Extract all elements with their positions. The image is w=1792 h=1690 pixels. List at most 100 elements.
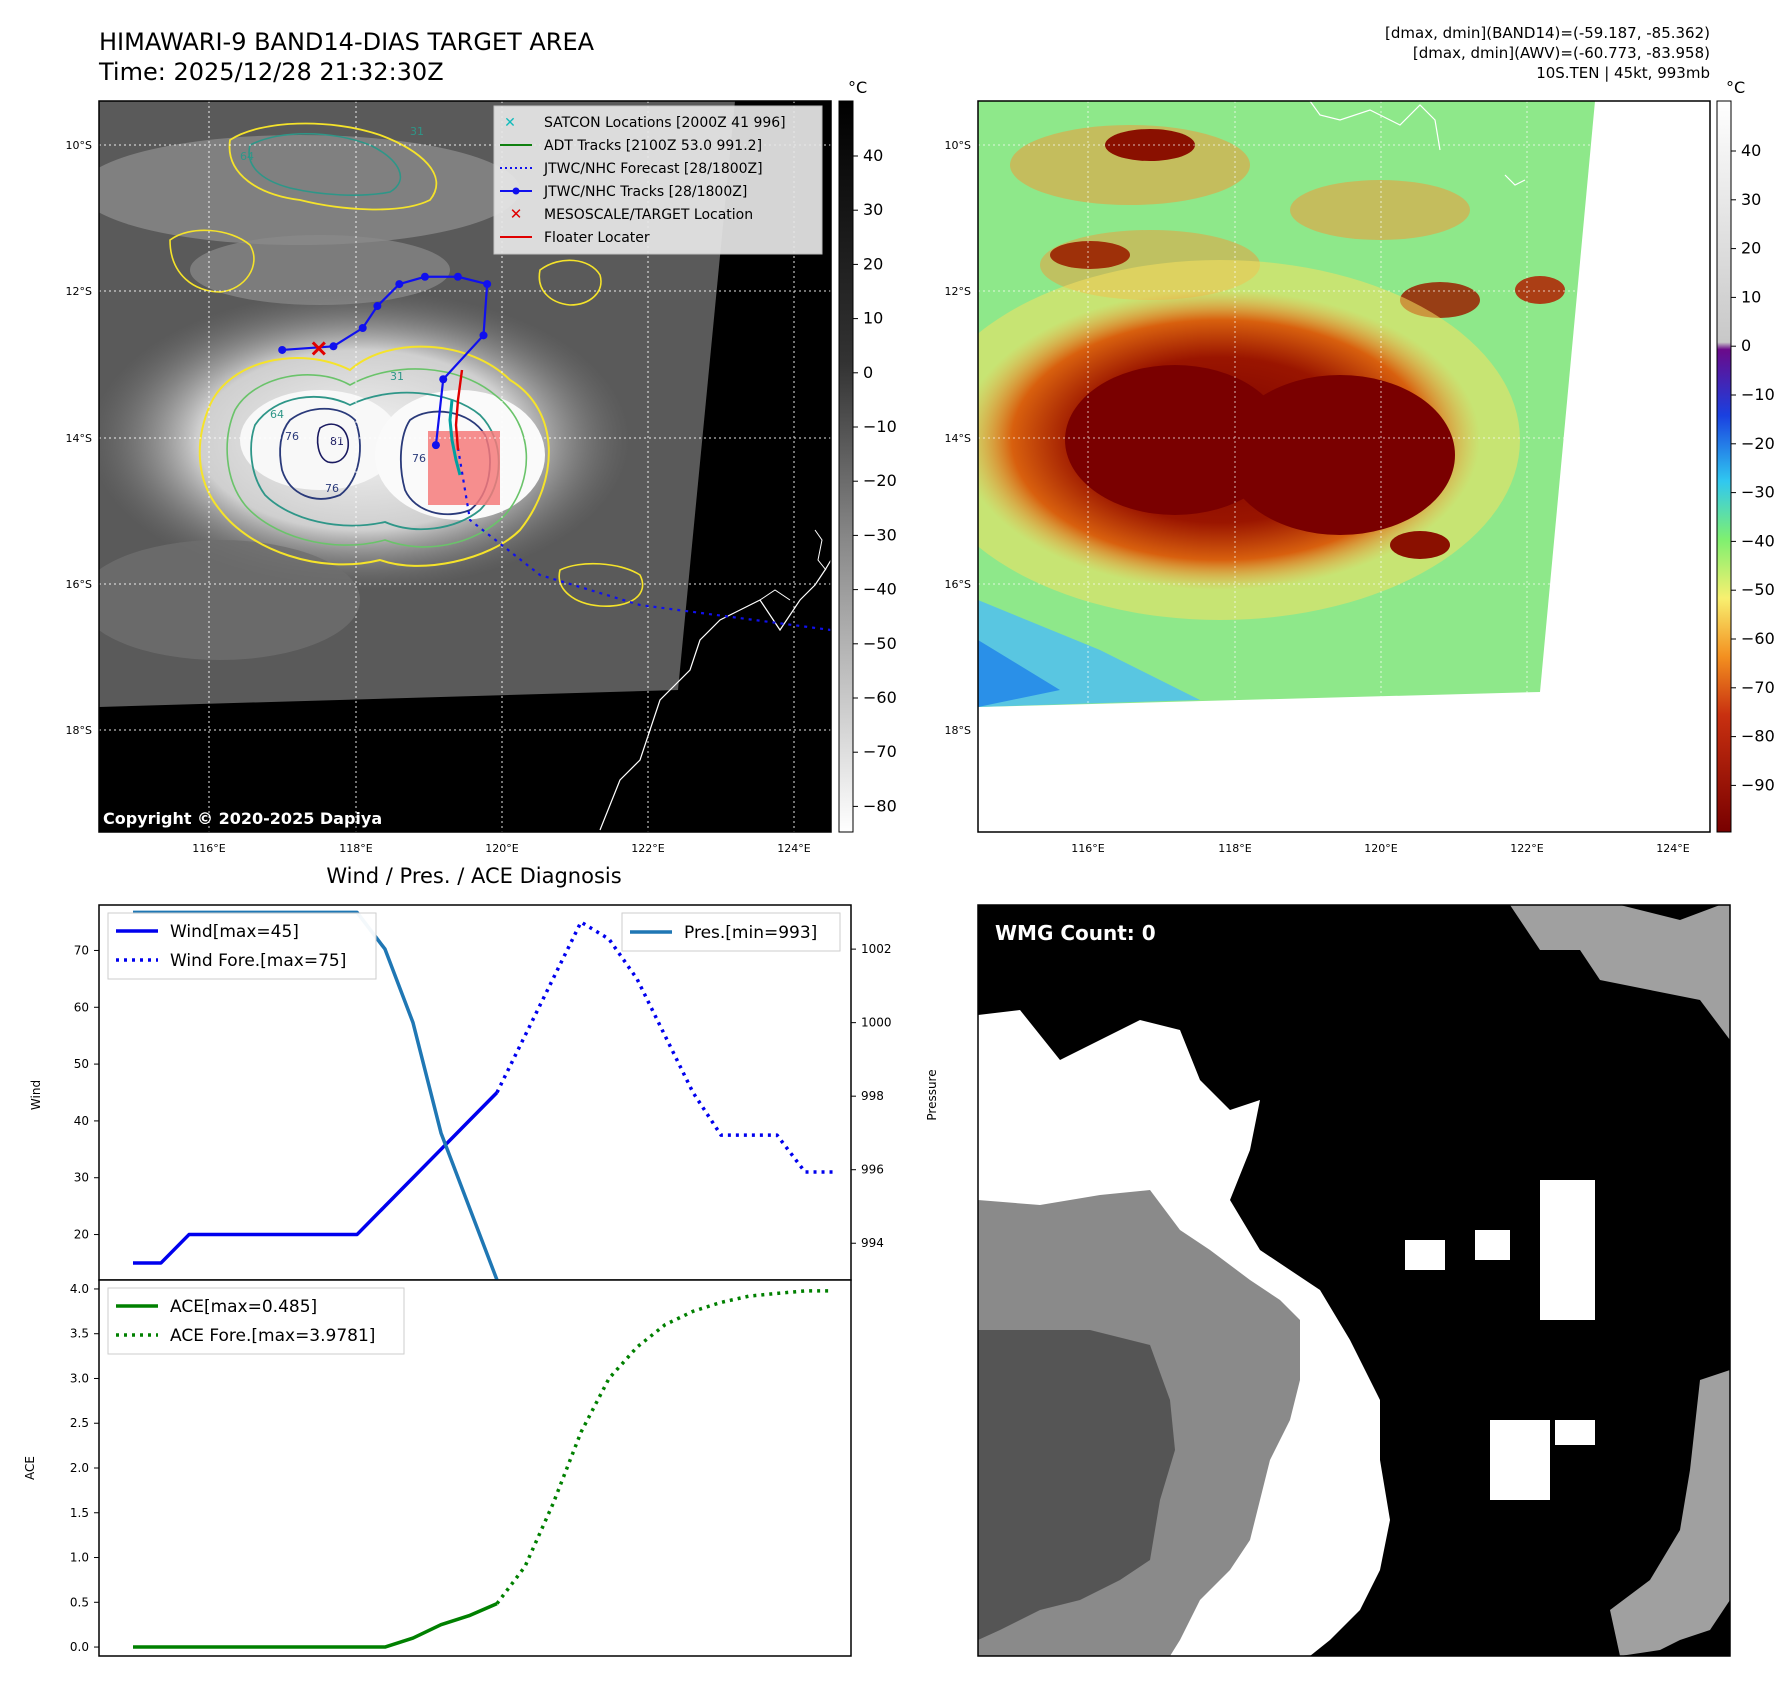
colorbar-tick-label: −80 bbox=[1741, 727, 1775, 746]
axis-tick-label: 994 bbox=[861, 1236, 884, 1250]
color-hot-cell bbox=[1515, 276, 1565, 304]
colorbar-tick-label: 0 bbox=[1741, 336, 1751, 355]
ir-map-frame bbox=[98, 100, 832, 833]
ace-chart: 4.0 3.5 3.0 2.5 2.0 1.5 1.0 0.5 0.0 ACE ACE[max=… bbox=[23, 1279, 852, 1657]
axis-tick-label: 1002 bbox=[861, 942, 892, 956]
jtwc-track-point bbox=[395, 280, 404, 289]
color-cold-region bbox=[978, 640, 1060, 707]
wmg-dark-region bbox=[978, 1330, 1175, 1640]
coastline bbox=[1309, 101, 1441, 151]
color-warm-band bbox=[1290, 180, 1470, 240]
legend-marker-satcon: ✕ bbox=[504, 115, 516, 131]
color-map-panel bbox=[978, 101, 1710, 832]
legend-label-wind-fore: Wind Fore.[max=75] bbox=[170, 951, 346, 971]
wmg-count-label: WMG Count: 0 bbox=[995, 921, 1156, 945]
target-area-box bbox=[428, 431, 500, 505]
wmg-white-patch bbox=[1235, 1020, 1325, 1075]
colorbar-tick-label: −10 bbox=[1741, 385, 1775, 404]
wind-pressure-chart: 70 60 50 40 30 20 1002 1000 998 996 994 Wind Pres… bbox=[29, 904, 939, 1281]
axis-tick-label: 60 bbox=[74, 1000, 89, 1014]
color-colorbar: °C 40 30 20 10 0 −10 −20 −30 −40 −50 −60 −70 −80 −90 bbox=[1716, 78, 1775, 833]
axis-tick-label: 2.5 bbox=[70, 1416, 89, 1430]
info-line1: [dmax, dmin](BAND14)=(-59.187, -85.362) bbox=[1385, 24, 1710, 42]
pressure-legend: Pres.[min=993] bbox=[621, 912, 841, 952]
jtwc-track-point bbox=[483, 280, 492, 289]
contour-label: 81 bbox=[330, 435, 344, 448]
ir-map-panel: 31 64 31 76 81 76 76 64 bbox=[99, 101, 831, 832]
contour-label: 31 bbox=[390, 370, 404, 383]
series-line bbox=[133, 1602, 498, 1649]
color-hot-cell bbox=[1050, 241, 1130, 269]
jtwc-track bbox=[278, 272, 492, 450]
contour-31 bbox=[198, 345, 550, 567]
legend-label-target: MESOSCALE/TARGET Location bbox=[544, 207, 753, 223]
legend-label-ace-fore: ACE Fore.[max=3.9781] bbox=[170, 1326, 375, 1346]
map-legend: ✕ SATCON Locations [2000Z 41 996] ADT Tr… bbox=[493, 105, 823, 255]
lat-label: 12°S bbox=[945, 285, 971, 298]
coastline bbox=[1504, 174, 1526, 186]
coastline bbox=[759, 589, 791, 601]
contour-label: 31 bbox=[410, 125, 424, 138]
ir-colorbar: °C 40 30 20 10 0 −10 −20 −30 −40 −50 −60 −70 −80 bbox=[838, 78, 897, 833]
axis-tick-label: 70 bbox=[74, 943, 89, 957]
ir-colorbar-unit: °C bbox=[848, 78, 867, 97]
color-map-lon-labels: 116°E 118°E 120°E 122°E 124°E bbox=[1071, 842, 1689, 855]
color-storm-core bbox=[1225, 375, 1455, 535]
lon-label: 120°E bbox=[485, 842, 518, 855]
colorbar-tick-label: 10 bbox=[863, 309, 883, 328]
legend-label-satcon: SATCON Locations [2000Z 41 996] bbox=[544, 115, 786, 131]
info-line2: [dmax, dmin](AWV)=(-60.773, -83.958) bbox=[1413, 44, 1710, 62]
colorbar-tick-label: −40 bbox=[1741, 531, 1775, 550]
wmg-white-patch bbox=[1540, 1180, 1595, 1320]
axis-tick-label: 30 bbox=[74, 1171, 89, 1185]
lon-label: 120°E bbox=[1364, 842, 1397, 855]
coastline-islands bbox=[814, 529, 827, 571]
contour-label: 76 bbox=[325, 482, 339, 495]
colorbar-tick-label: 40 bbox=[1741, 141, 1761, 160]
ir-cloud-core bbox=[240, 390, 400, 490]
axis-tick-label: 4.0 bbox=[70, 1282, 89, 1296]
colorbar-tick-label: −20 bbox=[863, 471, 897, 490]
wmg-white-patch bbox=[1555, 1420, 1595, 1445]
contour-label: 76 bbox=[412, 452, 426, 465]
legend-label-pres: Pres.[min=993] bbox=[684, 923, 817, 943]
series-line bbox=[495, 1289, 833, 1605]
lat-label: 10°S bbox=[945, 139, 971, 152]
legend-label-jtwc: JTWC/NHC Tracks [28/1800Z] bbox=[543, 184, 747, 200]
lon-label: 124°E bbox=[1656, 842, 1689, 855]
lat-label: 14°S bbox=[945, 432, 971, 445]
axis-tick-label: 0.5 bbox=[70, 1595, 89, 1609]
legend-marker-target: ✕ bbox=[510, 205, 523, 223]
axis-tick-label: 0.0 bbox=[70, 1640, 89, 1654]
colorbar-tick-label: −50 bbox=[1741, 580, 1775, 599]
contour-label: 76 bbox=[285, 430, 299, 443]
legend-label-forecast: JTWC/NHC Forecast [28/1800Z] bbox=[543, 161, 763, 177]
contour-31 bbox=[226, 368, 528, 548]
ace-legend: ACE[max=0.485] ACE Fore.[max=3.9781] bbox=[107, 1287, 405, 1355]
series-line bbox=[495, 920, 833, 1174]
wmg-white-patch bbox=[1405, 1240, 1445, 1270]
axis-tick-label: 1.0 bbox=[70, 1551, 89, 1565]
jtwc-track-point bbox=[373, 302, 382, 311]
pressure-axis-label: Pressure bbox=[925, 1069, 939, 1120]
floater-locater-track bbox=[454, 369, 464, 451]
wmg-gray-region bbox=[1510, 905, 1730, 1040]
diagnosis-subtitle: Wind / Pres. / ACE Diagnosis bbox=[326, 864, 621, 888]
figure-title-line2: Time: 2025/12/28 21:32:30Z bbox=[98, 58, 444, 86]
wmg-white-patch bbox=[1475, 1230, 1510, 1260]
lon-label: 118°E bbox=[339, 842, 372, 855]
contour-64-north bbox=[248, 132, 402, 197]
axis-tick-label: 20 bbox=[74, 1228, 89, 1242]
axis-tick-label: 2.0 bbox=[70, 1461, 89, 1475]
colorbar-tick-label: 30 bbox=[1741, 190, 1761, 209]
legend-label-wind: Wind[max=45] bbox=[170, 922, 299, 942]
target-marker-stroke bbox=[311, 341, 326, 356]
lon-label: 116°E bbox=[1071, 842, 1104, 855]
copyright-text: Copyright © 2020-2025 Dapiya bbox=[103, 809, 382, 828]
lon-label: 122°E bbox=[1510, 842, 1543, 855]
jtwc-track-point bbox=[431, 441, 440, 450]
jtwc-track-point bbox=[420, 272, 429, 281]
axis-tick-label: 1.5 bbox=[70, 1506, 89, 1520]
axis-tick-label: 996 bbox=[861, 1163, 884, 1177]
